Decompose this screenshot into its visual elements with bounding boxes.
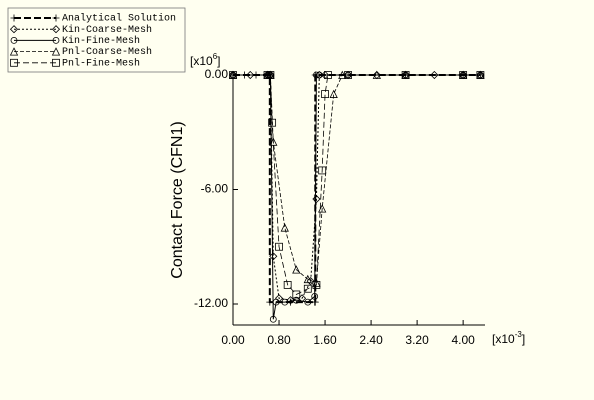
marker [311,298,319,306]
x-multiplier-exp: -3 [515,330,523,339]
marker [266,298,274,306]
marker [313,71,320,79]
marker [304,298,312,306]
marker [266,71,275,79]
y-multiplier: [x106] [190,52,220,68]
marker [292,265,301,274]
x-tick-label: 2.40 [359,333,383,347]
x-tick-label: 0.00 [221,333,245,347]
marker [315,70,324,80]
marker [272,298,280,306]
marker [283,281,292,289]
x-multiplier-close: ] [522,332,525,346]
legend-label: Analytical Solution [62,13,176,25]
marker [229,71,237,79]
x-tick-label: 4.00 [451,333,475,347]
marker [51,25,61,34]
marker [324,71,332,79]
y-multiplier-exp: 6 [213,52,218,61]
marker [9,47,19,56]
marker [303,274,312,284]
legend-label: Pnl-Coarse-Mesh [62,46,152,58]
x-tick-label: 1.60 [313,333,337,347]
marker [312,194,321,204]
marker [275,242,283,251]
marker [311,292,319,300]
marker [269,137,278,146]
legend-label: Kin-Fine-Mesh [62,35,140,47]
marker [9,25,19,34]
marker [329,89,338,98]
marker [269,315,277,323]
y-axis-label: Contact Force (CFN1) [169,121,186,278]
marker [281,298,289,306]
y-multiplier-base: [x10 [190,54,213,68]
marker [51,47,61,56]
marker [306,277,315,286]
marker [315,71,323,79]
marker [280,223,289,232]
marker [10,58,18,67]
x-tick-label: 3.20 [405,333,429,347]
x-tick-label: 0.80 [267,333,291,347]
marker [459,71,468,79]
marker [52,14,60,22]
marker [318,166,327,175]
marker [430,70,439,80]
legend-label: Kin-Coarse-Mesh [62,24,152,36]
marker [246,70,255,80]
x-multiplier-base: [x10 [492,332,515,346]
marker [476,71,485,79]
marker [321,90,329,98]
marker [269,252,278,261]
legend-box [7,7,186,73]
marker [10,14,18,22]
marker [344,71,352,79]
marker [292,290,301,299]
marker [10,37,18,44]
legend-label: Pnl-Fine-Mesh [62,57,140,69]
y-tick-label: -12.00 [194,296,228,310]
marker [292,296,300,304]
y-tick-label: -6.00 [201,182,229,196]
marker [312,278,321,287]
marker [52,58,60,67]
y-multiplier-close: ] [217,54,220,68]
y-tick-label: 0.00 [205,67,229,81]
marker [286,296,295,305]
marker [401,71,410,79]
marker [52,37,60,44]
series-line [233,74,481,295]
x-multiplier: [x10-3] [492,330,525,346]
marker [312,281,321,289]
marker [268,118,277,127]
marker [303,284,312,293]
